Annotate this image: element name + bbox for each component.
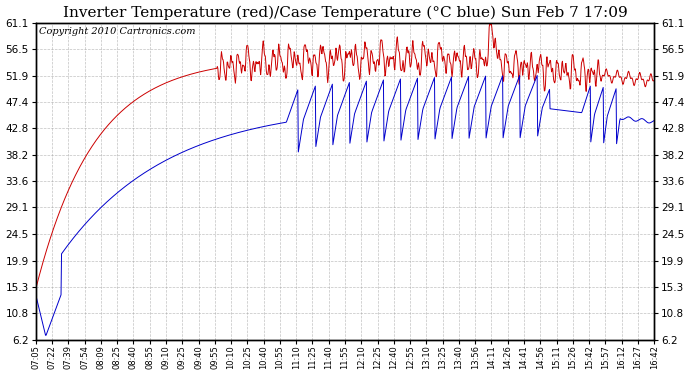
Title: Inverter Temperature (red)/Case Temperature (°C blue) Sun Feb 7 17:09: Inverter Temperature (red)/Case Temperat… bbox=[63, 6, 627, 20]
Text: Copyright 2010 Cartronics.com: Copyright 2010 Cartronics.com bbox=[39, 27, 195, 36]
